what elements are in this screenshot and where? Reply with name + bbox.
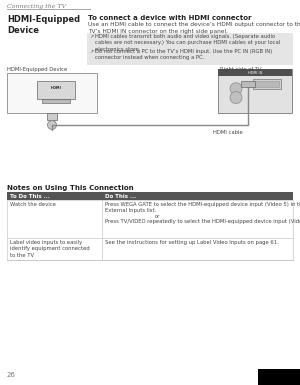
Bar (218, 69, 292, 113)
Text: HDMI cables transmit both audio and video signals. (Separate audio
cables are no: HDMI cables transmit both audio and vide… (95, 34, 280, 52)
Text: Do not connect a PC to the TV’s HDMI input. Use the PC IN (RGB IN)
connector ins: Do not connect a PC to the TV’s HDMI inp… (95, 49, 272, 60)
Text: ↗: ↗ (89, 49, 93, 54)
Bar (253, 79, 281, 89)
Bar (258, 369, 300, 385)
Text: HDMI: HDMI (51, 86, 62, 90)
Text: HDMI-Equipped
Device: HDMI-Equipped Device (7, 15, 80, 35)
Bar (42, 99, 70, 103)
Bar (7, 200, 293, 260)
Circle shape (230, 92, 242, 104)
Text: Watch the device: Watch the device (10, 202, 56, 207)
Bar (47, 113, 57, 120)
Text: Label video inputs to easily
identify equipment connected
to the TV: Label video inputs to easily identify eq… (10, 240, 90, 258)
Text: Right side of TV: Right side of TV (220, 67, 262, 72)
Bar (241, 81, 255, 87)
Text: To Do This ...: To Do This ... (10, 194, 50, 199)
Text: or: or (155, 214, 160, 219)
Text: Do This ...: Do This ... (105, 194, 136, 199)
Text: HDMI IN: HDMI IN (248, 70, 262, 75)
Text: Connecting the TV: Connecting the TV (7, 4, 66, 9)
Bar (87, 33, 293, 65)
Bar (218, 69, 292, 76)
Text: Use an HDMI cable to connect the device’s HDMI output connector to the
TV’s HDMI: Use an HDMI cable to connect the device’… (88, 22, 300, 33)
Text: HDMI cable: HDMI cable (213, 130, 243, 135)
Text: Notes on Using This Connection: Notes on Using This Connection (7, 185, 134, 191)
Text: To connect a device with HDMI connector: To connect a device with HDMI connector (88, 15, 251, 21)
Bar (7, 73, 97, 113)
Text: ↗: ↗ (89, 34, 93, 39)
Text: Press TV/VIDEO repeatedly to select the HDMI-equipped device input (Video 5).: Press TV/VIDEO repeatedly to select the … (105, 219, 300, 224)
Text: Press WEGA GATE to select the HDMI-equipped device input (Video 5) in the
Extern: Press WEGA GATE to select the HDMI-equip… (105, 202, 300, 213)
Text: HDMI-Equipped Device: HDMI-Equipped Device (7, 67, 67, 72)
Text: See the instructions for setting up Label Video Inputs on page 61.: See the instructions for setting up Labe… (105, 240, 279, 245)
Text: 26: 26 (7, 372, 16, 378)
Circle shape (230, 83, 242, 95)
Bar (7, 192, 293, 200)
Circle shape (47, 121, 56, 129)
Bar (255, 81, 279, 87)
Bar (37, 81, 75, 99)
